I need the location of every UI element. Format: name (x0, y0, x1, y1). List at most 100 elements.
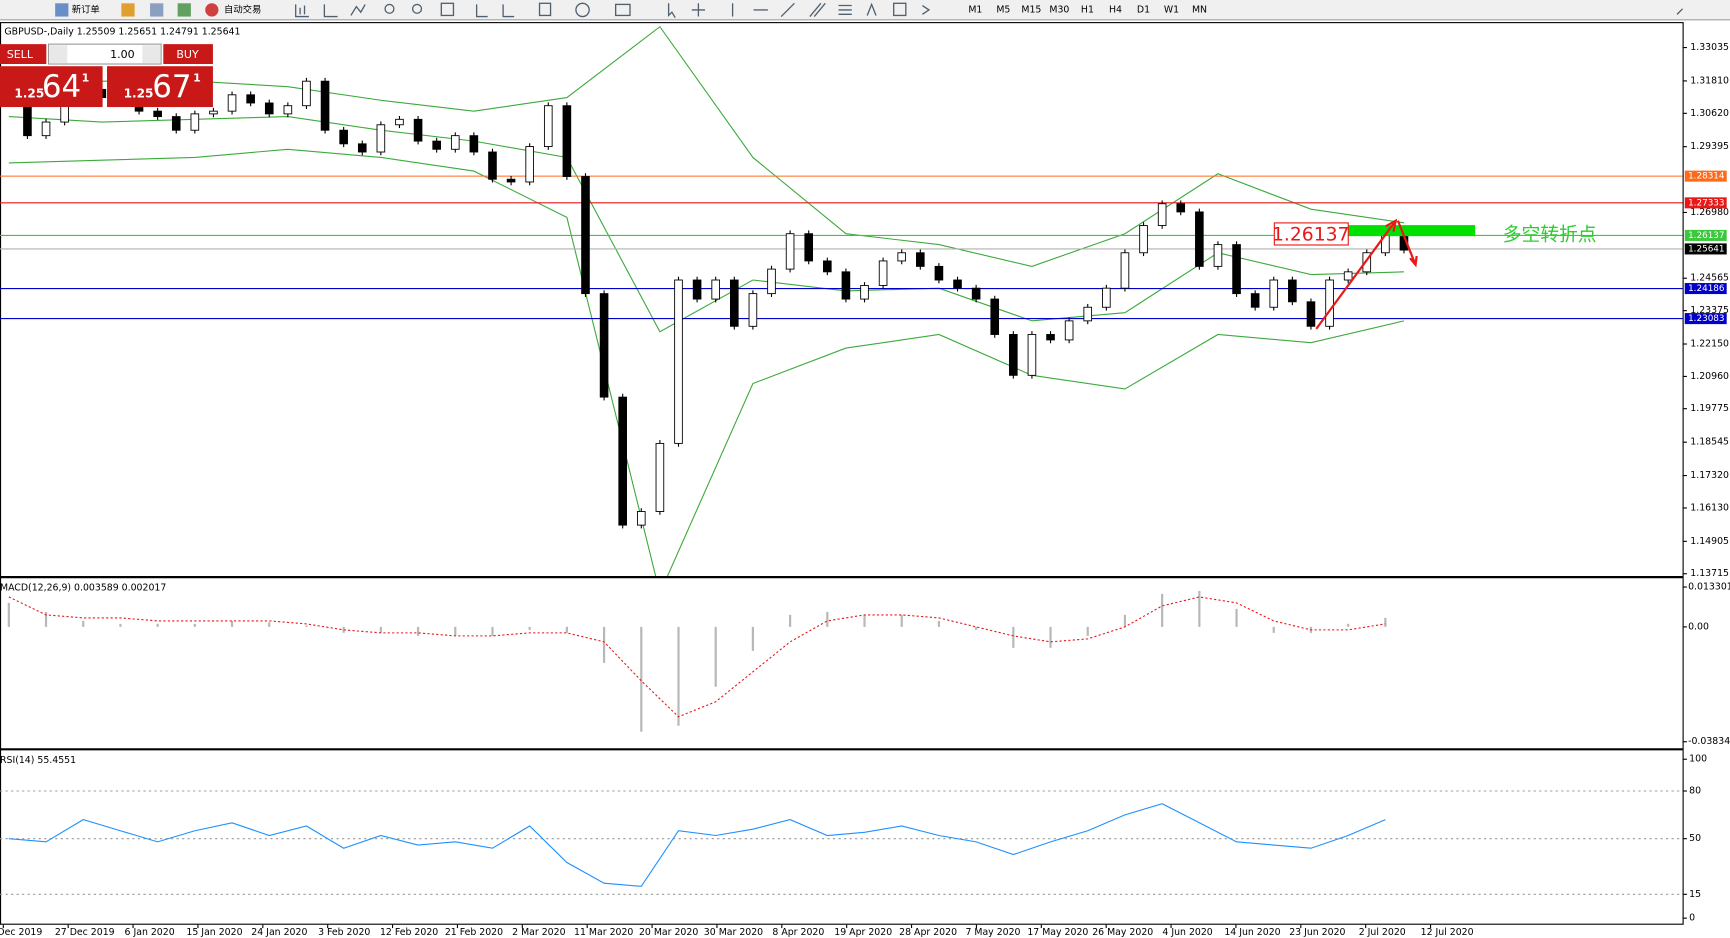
date-label: 2 Mar 2020 (512, 927, 565, 938)
candle (1343, 271, 1353, 281)
timeframe-button[interactable]: H1 (1081, 4, 1094, 15)
arrows-icon[interactable] (922, 4, 931, 15)
price-level-tag (1684, 313, 1727, 325)
candle (302, 80, 311, 107)
date-label: 15 Jan 2020 (186, 927, 242, 938)
highlight-bar (1348, 225, 1476, 237)
lots-down[interactable] (49, 45, 68, 63)
channel-icon[interactable] (809, 2, 826, 17)
candle (246, 94, 255, 104)
candle (432, 140, 441, 150)
cursor-icon[interactable] (667, 3, 676, 18)
candle (581, 176, 590, 295)
candle (990, 298, 1000, 335)
candle (1362, 252, 1372, 273)
timeframe-button[interactable]: H4 (1109, 4, 1122, 15)
candle-icon[interactable] (323, 4, 338, 18)
shift-icon[interactable] (502, 4, 515, 18)
date-label: 26 May 2020 (1092, 927, 1153, 938)
periods-icon[interactable] (575, 2, 590, 18)
date-label: 4 Jun 2020 (1162, 927, 1212, 938)
timeframe-button[interactable]: M15 (1021, 4, 1041, 15)
timeframe-button[interactable]: M30 (1049, 4, 1069, 15)
timeframe-button[interactable]: M5 (996, 4, 1010, 15)
candle (450, 135, 460, 150)
candle (23, 102, 32, 137)
lots-value[interactable]: 1.00 (110, 48, 135, 61)
candle (562, 105, 572, 177)
zoom-in-icon[interactable] (384, 3, 395, 14)
candle (395, 118, 404, 126)
bar-chart-icon[interactable] (295, 4, 309, 18)
date-label: 28 Apr 2020 (899, 927, 957, 938)
candle (1009, 334, 1018, 376)
date-label: 12 Jul 2020 (1421, 927, 1474, 938)
candle (823, 260, 832, 273)
y-tick-label: 1.13715 (1690, 568, 1729, 579)
candle (1232, 244, 1241, 295)
y-tick-label: 1.19775 (1690, 403, 1729, 414)
y-tick-label: 1.17320 (1690, 470, 1729, 481)
candle (339, 129, 348, 145)
candle (1325, 279, 1334, 327)
sell-price-box[interactable] (0, 66, 103, 108)
lots-up[interactable] (142, 45, 160, 63)
lots-field[interactable] (47, 43, 162, 65)
candle (692, 279, 702, 300)
candle (1064, 320, 1074, 341)
search-icon[interactable] (1676, 8, 1684, 15)
toolbar-icon[interactable] (121, 3, 135, 17)
candle (488, 151, 497, 180)
trendline-icon[interactable] (780, 2, 795, 18)
indicators-icon[interactable] (538, 2, 552, 17)
timeframe-button[interactable]: M1 (968, 4, 982, 15)
rsi-tick-label: 15 (1689, 889, 1701, 900)
fibo-icon[interactable] (838, 4, 852, 16)
annotation-text: 多空转折点 (1503, 224, 1597, 246)
rsi-line (8, 803, 1386, 887)
date-label: 12 Feb 2020 (380, 927, 438, 938)
buy-label[interactable]: BUY (176, 48, 199, 61)
auto-trade-icon[interactable] (205, 3, 219, 17)
buy-button[interactable] (163, 44, 213, 65)
new-order-button[interactable]: 新订单 (72, 3, 100, 15)
crosshair-icon[interactable] (691, 3, 706, 17)
toolbar (0, 0, 1730, 20)
rsi-tick-label: 100 (1689, 754, 1707, 765)
timeframe-button[interactable]: MN (1192, 4, 1207, 15)
date-label: 19 Apr 2020 (834, 927, 892, 938)
tile-icon[interactable] (440, 2, 455, 17)
candle (729, 279, 739, 327)
new-order-icon[interactable] (55, 3, 69, 17)
price-level-tag (1684, 243, 1727, 255)
toolbar-icon[interactable] (150, 3, 164, 17)
label-icon[interactable] (893, 2, 907, 17)
candle (953, 279, 962, 289)
trend-arrows (1315, 218, 1418, 330)
candle (1306, 301, 1316, 327)
timeframe-button[interactable]: W1 (1164, 4, 1179, 15)
date-label: 23 Jun 2020 (1289, 927, 1345, 938)
sell-button[interactable] (0, 44, 47, 65)
timeframe-button[interactable]: D1 (1137, 4, 1150, 15)
toolbar-icon[interactable] (177, 3, 191, 17)
zoom-out-icon[interactable] (411, 3, 423, 14)
date-label: 27 Dec 2019 (55, 927, 115, 938)
sell-label[interactable]: SELL (7, 48, 34, 61)
candle (1027, 334, 1037, 376)
templates-icon[interactable] (614, 3, 631, 17)
price-level-tag (1684, 197, 1727, 209)
candle (209, 110, 218, 115)
candle (264, 102, 274, 115)
candle (897, 252, 907, 262)
auto-trade-button[interactable]: 自动交易 (224, 3, 261, 15)
line-chart-icon[interactable] (350, 4, 366, 16)
symbol-info: GBPUSD-,Daily 1.25509 1.25651 1.24791 1.… (4, 27, 240, 38)
autoscroll-icon[interactable] (475, 4, 488, 18)
candle (153, 110, 162, 118)
candle (1157, 203, 1167, 226)
macd-tick-label: 0.00 (1688, 621, 1709, 632)
buy-price-box[interactable] (107, 66, 213, 108)
text-icon[interactable] (866, 2, 877, 16)
candle (1120, 252, 1130, 289)
